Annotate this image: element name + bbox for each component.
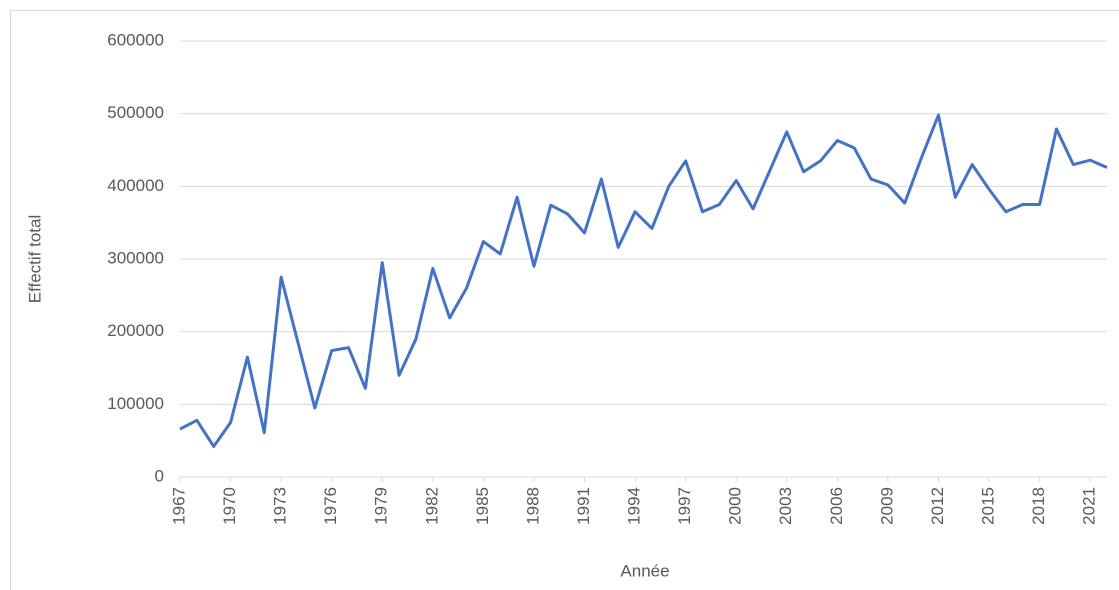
x-tick-label: 2012 xyxy=(928,487,947,525)
x-tick-label: 1976 xyxy=(321,487,340,525)
x-tick-label: 1997 xyxy=(675,487,694,525)
x-axis-label: Année xyxy=(620,561,669,580)
chart-border xyxy=(10,10,1119,590)
x-tick-label: 2021 xyxy=(1080,487,1099,525)
y-tick-label: 500000 xyxy=(107,103,164,122)
x-tick-label: 1988 xyxy=(523,487,542,525)
x-tick-label: 2006 xyxy=(827,487,846,525)
x-tick-label: 1967 xyxy=(169,487,188,525)
y-tick-label: 200000 xyxy=(107,321,164,340)
x-tick-label: 2015 xyxy=(979,487,998,525)
y-tick-label: 400000 xyxy=(107,176,164,195)
data-line xyxy=(179,113,1108,448)
x-tick-label: 1979 xyxy=(372,487,391,525)
x-tick-label: 1970 xyxy=(220,487,239,525)
x-tick-label: 2003 xyxy=(776,487,795,525)
x-tick-label: 1982 xyxy=(422,487,441,525)
y-tick-label: 300000 xyxy=(107,248,164,267)
x-tick-label: 2018 xyxy=(1029,487,1048,525)
x-tick-label: 2000 xyxy=(726,487,745,525)
y-tick-label: 0 xyxy=(155,466,164,485)
x-tick-label: 2009 xyxy=(877,487,896,525)
x-tick-label: 1994 xyxy=(625,487,644,525)
x-tick-label: 1991 xyxy=(574,487,593,525)
y-tick-label: 600000 xyxy=(107,30,164,49)
x-tick-label: 1973 xyxy=(271,487,290,525)
y-tick-label: 100000 xyxy=(107,394,164,413)
y-axis-label: Effectif total xyxy=(25,215,44,304)
x-tick-label: 1985 xyxy=(473,487,492,525)
